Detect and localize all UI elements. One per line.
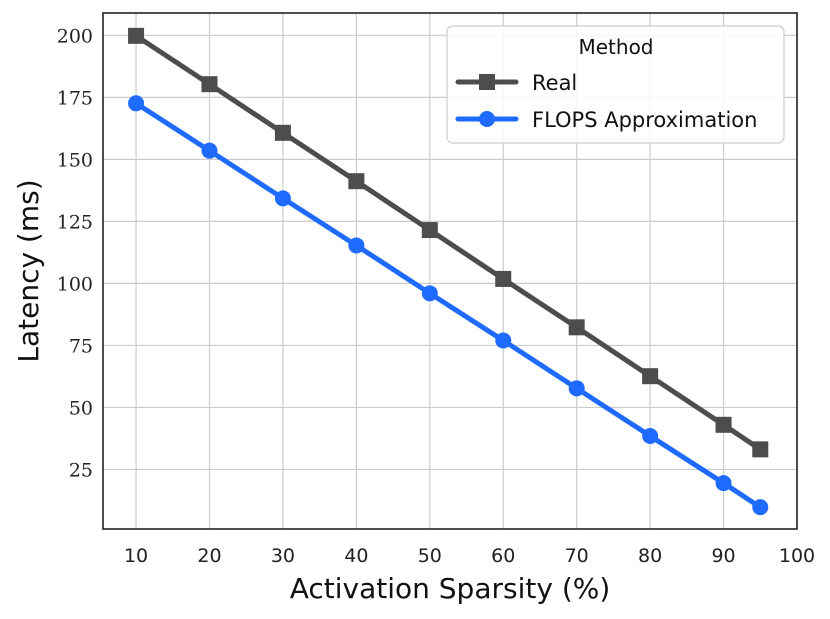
legend-item-real: Real (455, 71, 577, 95)
data-point-flops-approximation (348, 237, 365, 254)
legend-marker-real (479, 74, 495, 90)
y-tick-label: 125 (57, 211, 93, 233)
data-point-real (642, 368, 659, 385)
tick-labels: 10 20 30 40 50 60 70 80 90 100 25 50 75 100 125 150 175 2… (57, 25, 815, 567)
y-tick-label: 100 (57, 273, 93, 295)
data-point-flops-approximation (201, 142, 218, 159)
x-tick-label: 30 (271, 545, 295, 567)
x-axis-label: Activation Sparsity (%) (290, 572, 611, 605)
legend-marker-flops-approximation (479, 111, 495, 127)
data-point-real (421, 222, 438, 239)
y-tick-label: 50 (69, 397, 93, 419)
series-line-flops-approximation (133, 100, 763, 510)
data-point-real (274, 124, 291, 141)
data-point-real (752, 441, 769, 458)
data-point-real (495, 270, 512, 287)
data-point-flops-approximation (642, 427, 659, 444)
data-point-real (715, 416, 732, 433)
data-point-flops-approximation (715, 475, 732, 492)
data-series (128, 27, 769, 516)
y-tick-label: 75 (69, 335, 93, 357)
x-tick-label: 70 (565, 545, 589, 567)
data-point-real (348, 173, 365, 190)
legend: Method Real FLOPS Approximation (446, 25, 785, 144)
x-tick-label: 20 (197, 545, 221, 567)
x-tick-label: 80 (638, 545, 662, 567)
x-tick-label: 60 (491, 545, 515, 567)
data-point-flops-approximation (568, 380, 585, 397)
data-point-flops-approximation (274, 190, 291, 207)
series-real (128, 27, 769, 458)
data-point-real (201, 76, 218, 93)
data-point-flops-approximation (752, 499, 769, 516)
legend-item-flops-approximation: FLOPS Approximation (455, 108, 757, 132)
y-tick-label: 200 (57, 25, 93, 47)
y-tick-label: 175 (57, 87, 93, 109)
x-tick-label: 40 (344, 545, 368, 567)
y-tick-label: 150 (57, 149, 93, 171)
y-axis-label: Latency (ms) (12, 179, 45, 362)
plot-frame (102, 12, 798, 530)
x-tick-label: 10 (124, 545, 148, 567)
data-point-flops-approximation (128, 95, 145, 112)
data-point-flops-approximation (421, 285, 438, 302)
legend-box (446, 25, 785, 144)
data-point-flops-approximation (495, 332, 512, 349)
legend-label-flops-approximation: FLOPS Approximation (532, 108, 757, 132)
data-point-real (128, 27, 145, 44)
legend-title: Method (578, 35, 653, 59)
x-tick-label: 50 (418, 545, 442, 567)
series-line-real (133, 33, 763, 452)
data-point-real (568, 319, 585, 336)
series-flops-approximation (128, 95, 769, 516)
x-tick-label: 100 (779, 545, 815, 567)
y-tick-label: 25 (69, 459, 93, 481)
x-tick-label: 90 (711, 545, 735, 567)
legend-label-real: Real (532, 71, 577, 95)
